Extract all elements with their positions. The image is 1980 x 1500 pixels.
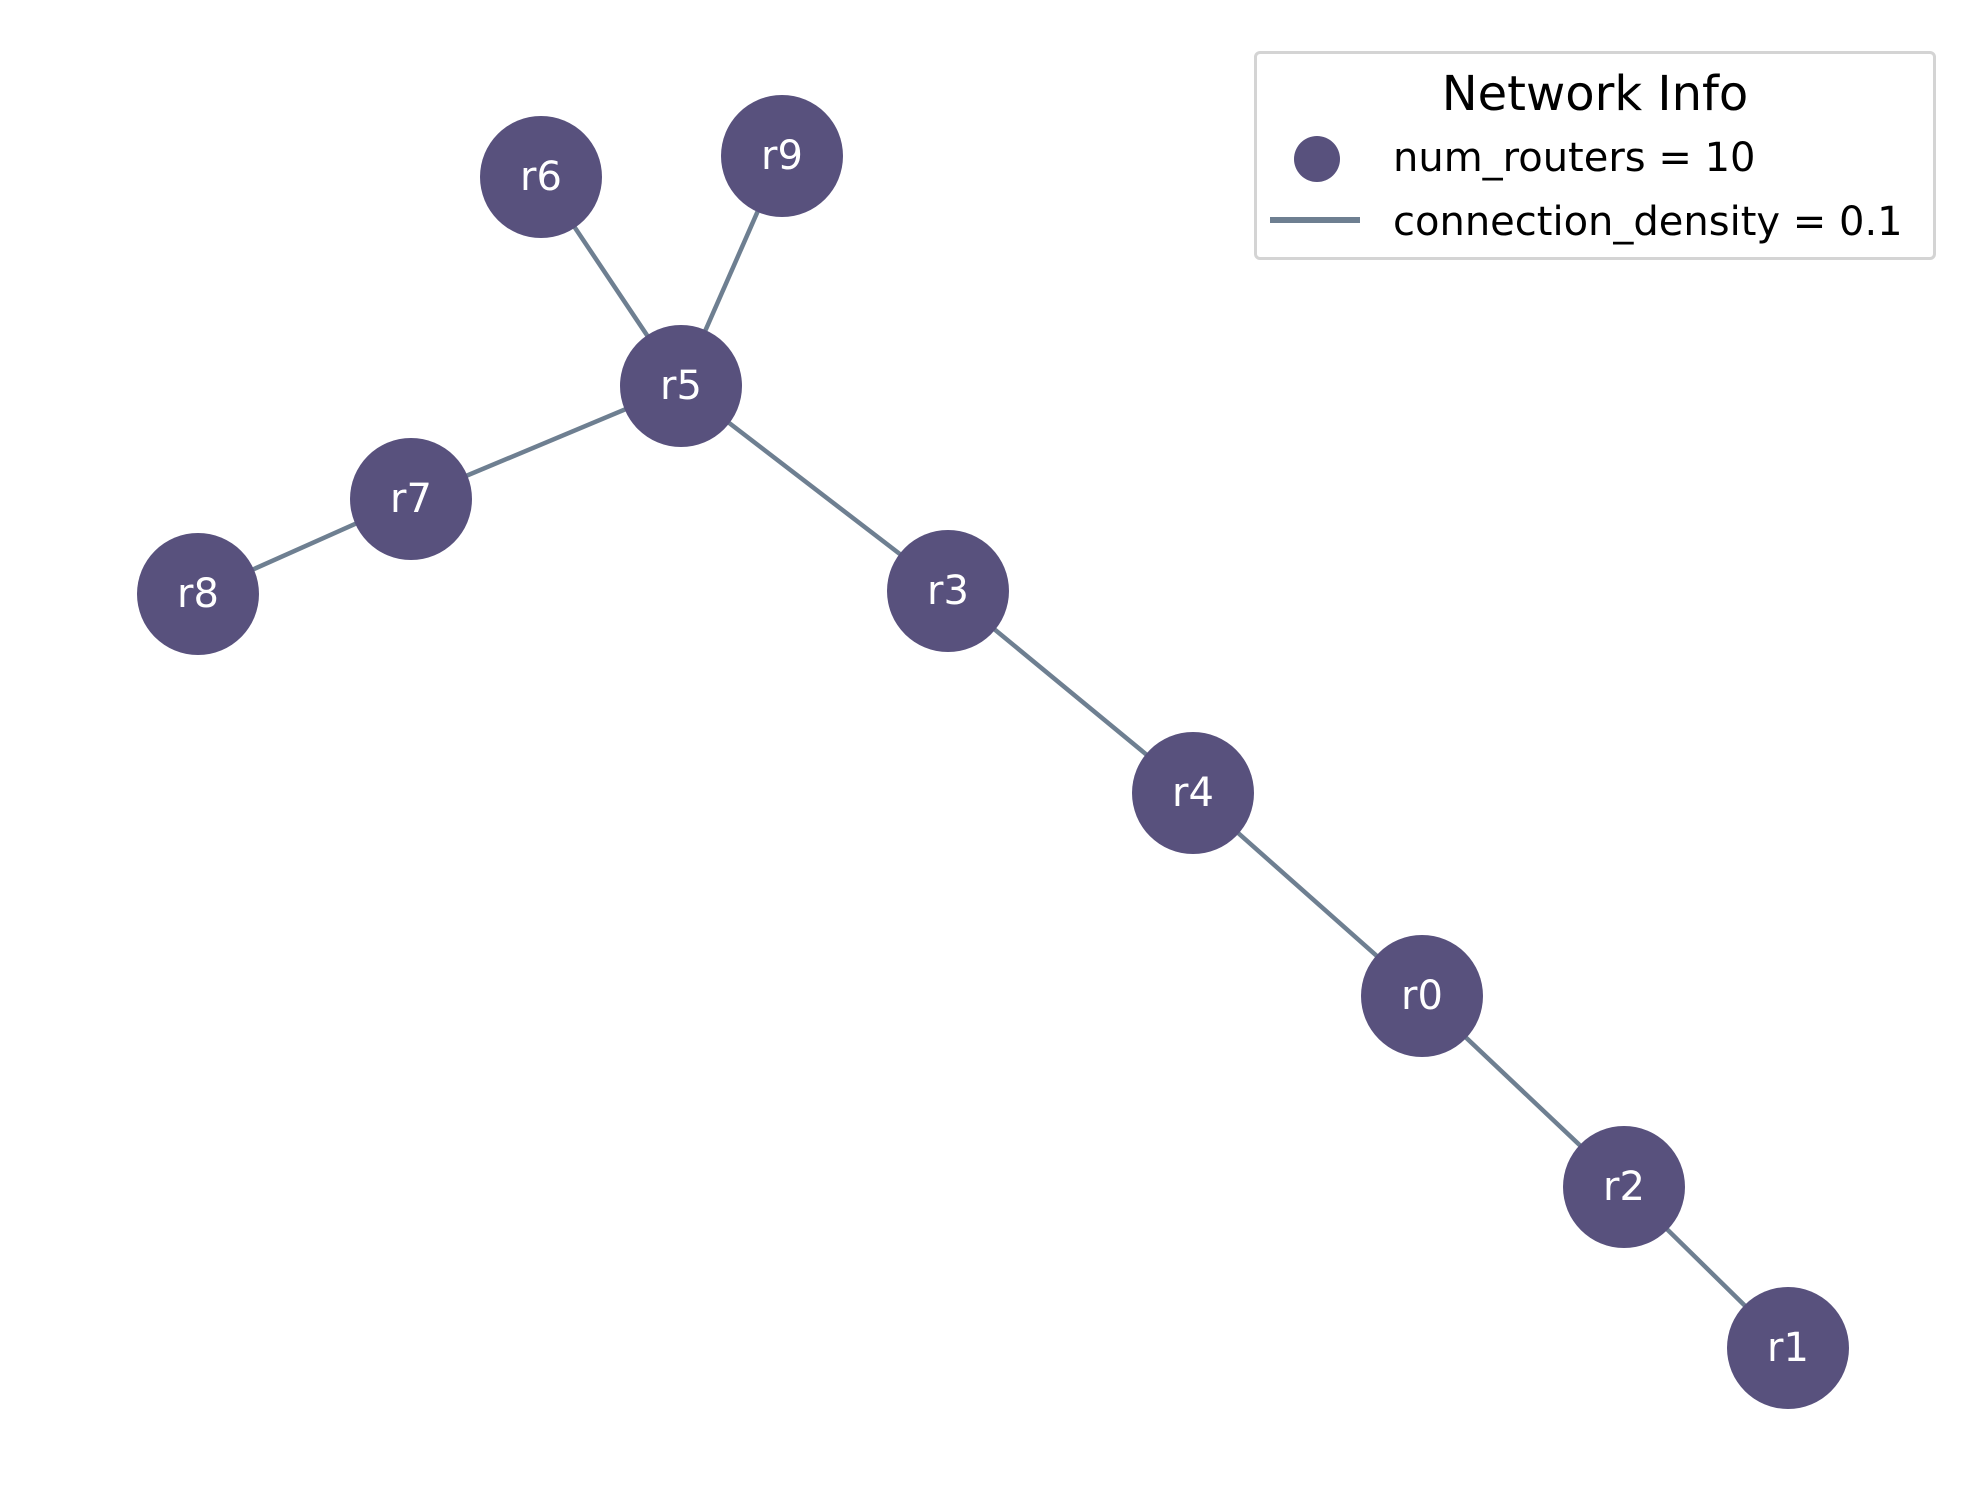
- router-node-label: r9: [761, 133, 803, 179]
- router-node-r0: r0: [1361, 935, 1483, 1057]
- router-node-r9: r9: [721, 95, 843, 217]
- router-node-circle: [887, 530, 1009, 652]
- router-node-label: r4: [1172, 770, 1214, 816]
- router-node-r5: r5: [620, 325, 742, 447]
- legend-item-label: num_routers = 10: [1393, 135, 1756, 181]
- router-node-label: r2: [1603, 1164, 1645, 1210]
- router-node-circle: [1727, 1287, 1849, 1409]
- router-node-r8: r8: [137, 533, 259, 655]
- edges-layer: [197, 155, 1790, 1350]
- legend-item-num-routers: num_routers = 10: [1257, 130, 1933, 186]
- router-node-label: r3: [927, 568, 969, 614]
- connection-line-icon: [1270, 217, 1360, 223]
- router-node-label: r1: [1767, 1325, 1809, 1371]
- router-node-label: r5: [660, 363, 702, 409]
- router-node-circle: [620, 325, 742, 447]
- router-node-label: r6: [520, 154, 562, 200]
- router-node-circle: [721, 95, 843, 217]
- legend-item-connection-density: connection_density = 0.1: [1257, 194, 1933, 250]
- router-node-circle: [137, 533, 259, 655]
- router-node-r7: r7: [350, 438, 472, 560]
- legend-item-label: connection_density = 0.1: [1393, 199, 1903, 245]
- legend-title: Network Info: [1441, 66, 1749, 122]
- router-node-r4: r4: [1132, 732, 1254, 854]
- router-node-label: r0: [1401, 973, 1443, 1019]
- router-node-label: r7: [390, 476, 432, 522]
- router-node-circle: [1361, 935, 1483, 1057]
- nodes-layer: r0 r1 r2 r3 r4 r5 r6 r7 r8 r9: [137, 95, 1849, 1409]
- legend-box: Network Info num_routers = 10 connection…: [1254, 51, 1936, 260]
- router-node-circle: [480, 116, 602, 238]
- router-node-r1: r1: [1727, 1287, 1849, 1409]
- router-node-label: r8: [177, 571, 219, 617]
- router-node-r2: r2: [1563, 1126, 1685, 1248]
- router-node-circle: [1132, 732, 1254, 854]
- router-marker-icon: [1294, 136, 1340, 182]
- router-node-circle: [1563, 1126, 1685, 1248]
- router-node-r6: r6: [480, 116, 602, 238]
- router-node-circle: [350, 438, 472, 560]
- router-node-r3: r3: [887, 530, 1009, 652]
